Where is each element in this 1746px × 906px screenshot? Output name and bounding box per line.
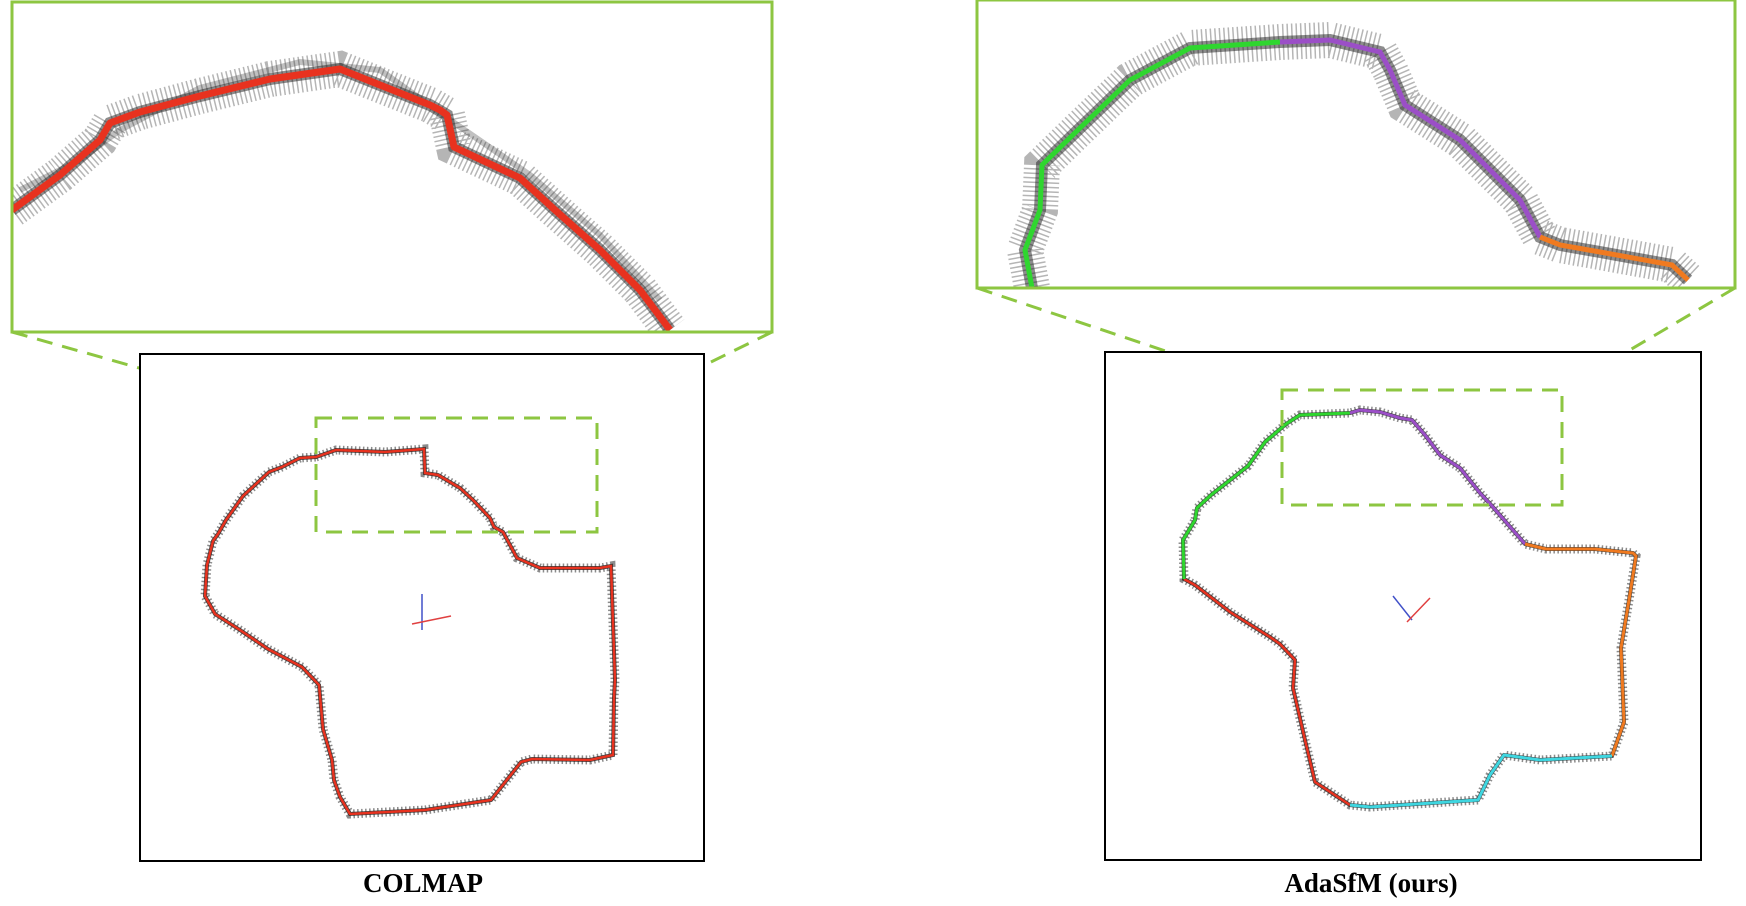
colmap-caption: COLMAP [363,868,483,898]
adasfm-zoom-segment-orange [1539,234,1690,282]
adasfm-zoom-content [1006,21,1701,288]
colmap-zoom-region [314,416,599,534]
colmap-trajectory [203,447,617,816]
colmap-zoom-content [12,50,685,332]
colmap-panel [10,0,774,862]
colmap-axes-icon [411,594,452,630]
adasfm-trajectory-segment-purple [1349,408,1527,545]
adasfm-zoom-segment-purple [1279,37,1543,239]
adasfm-zoom-region [1280,388,1564,507]
adasfm-trajectory-segment-orange [1524,542,1638,757]
adasfm-caption: AdaSfM (ours) [1284,868,1458,898]
adasfm-zoom-segment-green [1022,39,1281,288]
adasfm-trajectory-segment-cyan [1349,753,1613,809]
colmap-zoom-trajectory [12,65,673,332]
adasfm-map-box [1104,351,1702,861]
adasfm-trajectory-segment-red [1183,577,1351,807]
adasfm-trajectory-segment-green [1181,411,1351,580]
adasfm-panel [975,0,1737,861]
colmap-zoom-inset [10,0,774,334]
adasfm-axes-icon [1392,595,1431,623]
